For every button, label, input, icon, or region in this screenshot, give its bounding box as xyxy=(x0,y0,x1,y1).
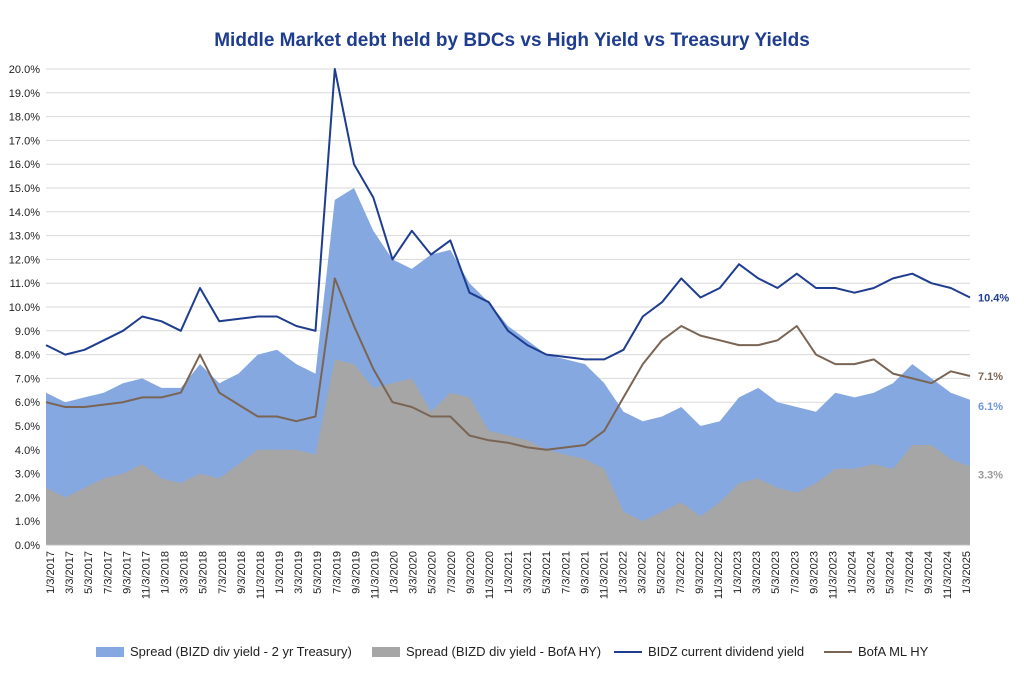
line-bofa-ml-hy xyxy=(45,277,971,451)
end-value-labels: 10.4% 7.1% 6.1% 3.3% xyxy=(978,292,1009,481)
x-tick-label: 7/3/2019 xyxy=(331,551,343,594)
x-tick-label: 5/3/2021 xyxy=(541,551,553,594)
x-tick-label: 3/3/2018 xyxy=(179,551,191,594)
legend-item-bofa-hy: BofA ML HY xyxy=(824,644,928,659)
y-tick-label: 7.0% xyxy=(15,373,40,385)
y-tick-label: 15.0% xyxy=(9,183,40,195)
x-tick-label: 3/3/2017 xyxy=(64,551,76,594)
chart-title: Middle Market debt held by BDCs vs High … xyxy=(214,30,810,51)
x-tick-label: 3/3/2024 xyxy=(866,551,878,594)
x-tick-label: 5/3/2024 xyxy=(885,551,897,594)
x-tick-label: 11/3/2020 xyxy=(484,551,496,599)
legend-item-spread-treasury: Spread (BIZD div yield - 2 yr Treasury) xyxy=(96,644,352,659)
legend-label: Spread (BIZD div yield - 2 yr Treasury) xyxy=(130,644,352,659)
x-tick-label: 11/3/2019 xyxy=(369,551,381,599)
x-tick-label: 7/3/2020 xyxy=(446,551,458,594)
x-tick-label: 7/3/2021 xyxy=(560,551,572,594)
x-tick-label: 5/3/2023 xyxy=(770,551,782,594)
x-tick-label: 5/3/2022 xyxy=(656,551,668,594)
y-tick-label: 19.0% xyxy=(9,88,40,100)
y-tick-label: 20.0% xyxy=(9,64,40,76)
x-tick-label: 9/3/2024 xyxy=(923,551,935,594)
y-tick-label: 10.0% xyxy=(9,302,40,314)
x-tick-label: 1/3/2025 xyxy=(961,551,973,594)
x-tick-label: 11/3/2022 xyxy=(713,551,725,599)
end-label: 3.3% xyxy=(978,469,1003,481)
x-tick-label: 9/3/2018 xyxy=(236,551,248,594)
x-tick-label: 3/3/2023 xyxy=(751,551,763,594)
line-series xyxy=(45,68,971,451)
x-tick-label: 1/3/2024 xyxy=(847,551,859,594)
x-tick-label: 11/3/2021 xyxy=(598,551,610,599)
y-axis-tick-labels: 0.0% 1.0% 2.0% 3.0% 4.0% 5.0% 6.0% 7.0% 8.0% 9.0%… xyxy=(9,64,40,552)
legend-item-bizd-yield: BIDZ current dividend yield xyxy=(614,644,804,659)
x-tick-label: 1/3/2018 xyxy=(160,551,172,594)
area-spread-bizd-div-yield-bofa-hy xyxy=(46,359,970,545)
y-tick-label: 8.0% xyxy=(15,350,40,362)
x-tick-label: 7/3/2017 xyxy=(102,551,114,594)
legend-label: BIDZ current dividend yield xyxy=(648,644,805,659)
x-tick-label: 7/3/2023 xyxy=(789,551,801,594)
x-tick-label: 11/3/2017 xyxy=(140,551,152,599)
y-tick-label: 11.0% xyxy=(10,278,41,290)
legend-swatch xyxy=(96,646,124,657)
x-axis-tick-labels: 1/3/2017 3/3/2017 5/3/2017 7/3/2017 9/3/2017… xyxy=(45,551,973,599)
x-tick-label: 11/3/2018 xyxy=(255,551,267,599)
y-tick-label: 18.0% xyxy=(9,112,40,124)
y-tick-label: 12.0% xyxy=(9,254,40,266)
y-tick-label: 16.0% xyxy=(9,159,40,171)
x-tick-label: 1/3/2023 xyxy=(732,551,744,594)
y-tick-label: 13.0% xyxy=(9,231,40,243)
x-tick-label: 5/3/2017 xyxy=(83,551,95,594)
legend-swatch xyxy=(824,650,852,653)
y-tick-label: 17.0% xyxy=(9,135,40,147)
legend-label: BofA ML HY xyxy=(858,644,929,659)
x-tick-label: 1/3/2022 xyxy=(618,551,630,594)
y-tick-label: 1.0% xyxy=(15,516,40,528)
x-tick-label: 1/3/2021 xyxy=(503,551,515,594)
end-label: 10.4% xyxy=(978,292,1009,304)
x-tick-label: 9/3/2020 xyxy=(465,551,477,594)
y-tick-label: 3.0% xyxy=(15,469,40,481)
x-tick-label: 7/3/2022 xyxy=(675,551,687,594)
y-tick-label: 4.0% xyxy=(15,445,40,457)
x-tick-label: 9/3/2019 xyxy=(350,551,362,594)
y-tick-label: 6.0% xyxy=(15,397,40,409)
x-tick-label: 9/3/2017 xyxy=(121,551,133,594)
x-tick-label: 11/3/2023 xyxy=(827,551,839,599)
legend-swatch xyxy=(614,650,642,653)
x-tick-label: 9/3/2023 xyxy=(808,551,820,594)
x-tick-label: 7/3/2024 xyxy=(904,551,916,594)
line-bidz-current-dividend-yield xyxy=(45,68,971,361)
x-tick-label: 3/3/2019 xyxy=(293,551,305,594)
x-tick-label: 1/3/2020 xyxy=(389,551,401,594)
legend-item-spread-hy: Spread (BIZD div yield - BofA HY) xyxy=(372,644,601,659)
x-tick-label: 1/3/2019 xyxy=(274,551,286,594)
y-tick-label: 2.0% xyxy=(15,492,40,504)
x-tick-label: 9/3/2021 xyxy=(579,551,591,594)
y-tick-label: 14.0% xyxy=(9,207,40,219)
x-tick-label: 7/3/2018 xyxy=(217,551,229,594)
x-tick-label: 11/3/2024 xyxy=(942,551,954,599)
end-label: 6.1% xyxy=(978,401,1003,413)
x-tick-label: 3/3/2021 xyxy=(522,551,534,594)
x-tick-label: 5/3/2018 xyxy=(198,551,210,594)
x-tick-label: 3/3/2022 xyxy=(637,551,649,594)
x-tick-label: 1/3/2017 xyxy=(45,551,57,594)
area-series xyxy=(46,188,970,545)
x-tick-label: 3/3/2020 xyxy=(408,551,420,594)
legend-label: Spread (BIZD div yield - BofA HY) xyxy=(406,644,602,659)
y-tick-label: 5.0% xyxy=(15,421,40,433)
end-label: 7.1% xyxy=(978,371,1003,383)
x-tick-label: 9/3/2022 xyxy=(694,551,706,594)
x-tick-label: 5/3/2019 xyxy=(312,551,324,594)
y-tick-label: 9.0% xyxy=(15,326,40,338)
legend-swatch xyxy=(372,646,400,657)
y-tick-label: 0.0% xyxy=(15,540,40,552)
x-tick-label: 5/3/2020 xyxy=(427,551,439,594)
legend: Spread (BIZD div yield - 2 yr Treasury) … xyxy=(0,644,1024,664)
